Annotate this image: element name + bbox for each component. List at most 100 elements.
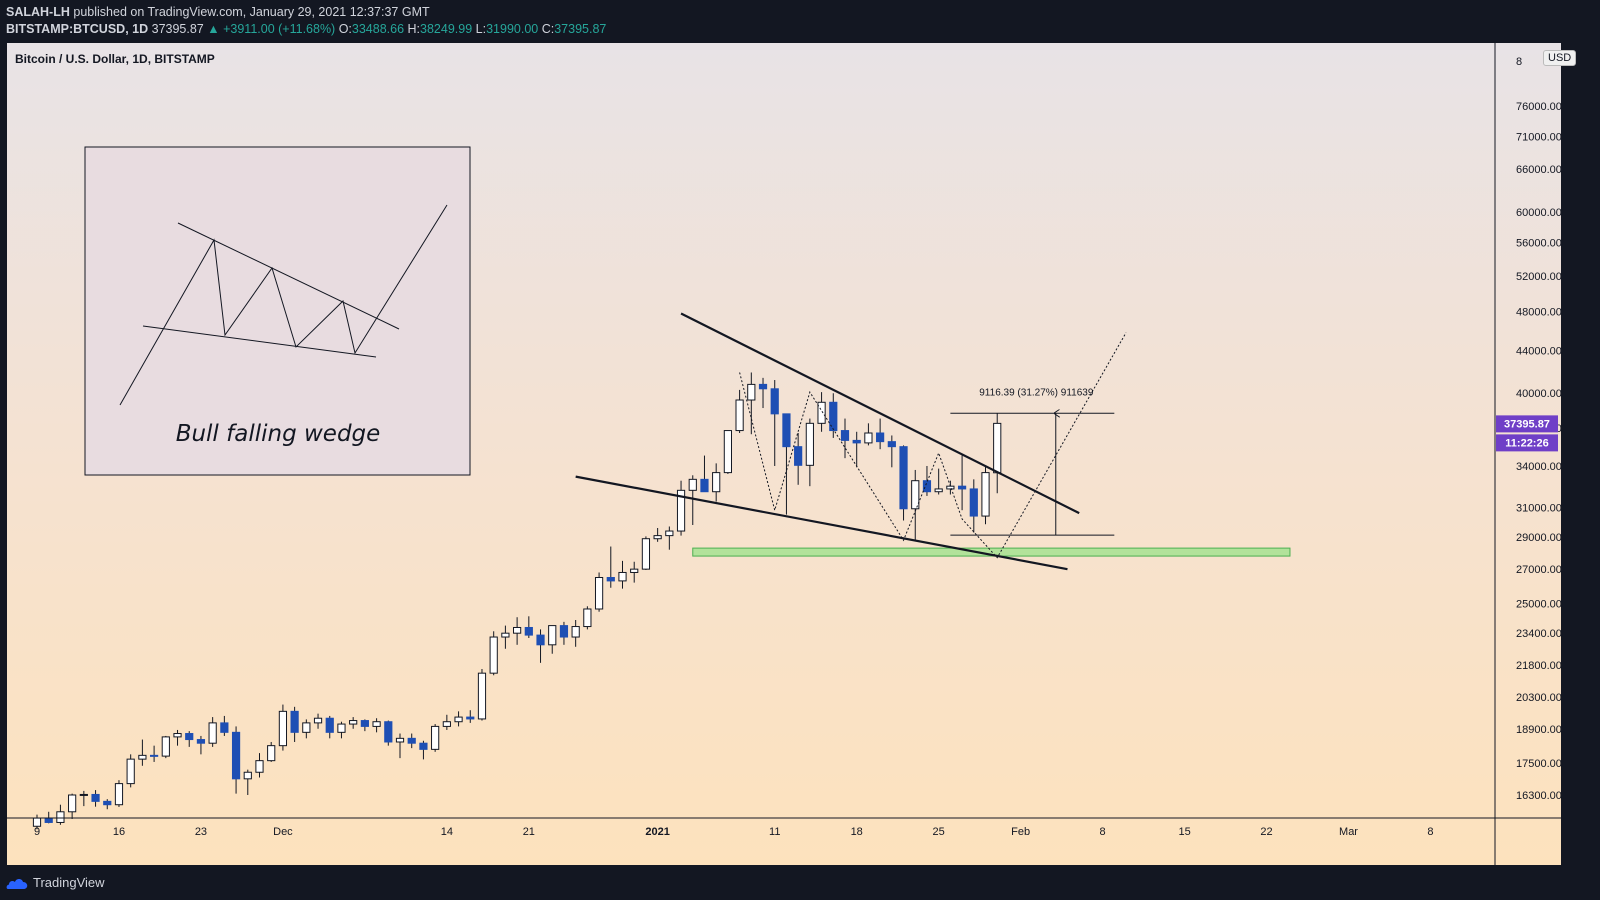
candle-body xyxy=(852,439,861,444)
candles-layer xyxy=(32,372,1002,830)
time-tick-label: 23 xyxy=(195,826,207,838)
footer: TradingView xyxy=(0,865,1600,900)
candle-body xyxy=(126,758,135,785)
price-tick-label: 48000.00 xyxy=(1516,307,1561,319)
wedge-lower-trendline xyxy=(575,475,1068,571)
low-value: 31990.00 xyxy=(486,22,539,36)
candle-body xyxy=(103,800,112,806)
countdown-badge xyxy=(1496,434,1558,452)
candle-body xyxy=(349,720,358,725)
inset-caption: Bull falling wedge xyxy=(176,421,381,447)
time-tick-label: 8 xyxy=(1427,826,1433,838)
candle-body xyxy=(840,430,850,441)
candle-body xyxy=(864,432,873,444)
chart-title: Bitcoin / U.S. Dollar, 1D, BITSTAMP xyxy=(15,52,215,66)
inset-box xyxy=(84,146,471,476)
candle-body xyxy=(360,720,369,727)
price-tick-label: 66000.00 xyxy=(1516,164,1561,176)
tradingview-logo[interactable]: TradingView xyxy=(6,875,105,890)
last-price-badge xyxy=(1496,415,1558,433)
countdown-label: 11:22:26 xyxy=(1505,437,1548,449)
open-label: O: xyxy=(338,22,352,36)
candle-body xyxy=(68,794,77,813)
candle-body xyxy=(630,568,639,573)
support-zone xyxy=(692,547,1291,557)
candle-body xyxy=(313,717,323,724)
low-label: L: xyxy=(475,22,487,36)
price-tick-label: 52000.00 xyxy=(1516,271,1561,283)
wedge-upper-trendline xyxy=(680,312,1080,515)
candle-body xyxy=(208,722,217,744)
candle-body xyxy=(641,538,651,570)
candle-body xyxy=(805,422,814,466)
candle-body xyxy=(665,530,674,537)
candle-body xyxy=(220,722,229,733)
candle-body xyxy=(91,793,100,802)
candle-body xyxy=(583,608,592,628)
time-tick-label: 9 xyxy=(34,826,40,838)
price-axis[interactable]: 16300.00 17500.00 18900.00 20300.00 21800.00… xyxy=(1496,56,1561,802)
measure-label: 9116.39 (31.27%) 911639 xyxy=(979,387,1094,398)
inset-upper-line xyxy=(177,222,400,330)
high-value: 38249.99 xyxy=(420,22,473,36)
candle-body xyxy=(524,626,533,636)
time-tick-label: 15 xyxy=(1178,826,1190,838)
candle-body xyxy=(407,737,416,744)
price-chart[interactable]: Bull falling wedge 9116.39 (31.27%) 9116… xyxy=(7,43,1561,865)
candle-body xyxy=(911,480,920,510)
price-tick-label: 34000.00 xyxy=(1516,461,1561,473)
price-tick-label: 60000.00 xyxy=(1516,207,1561,219)
price-tick-label: 25000.00 xyxy=(1516,599,1561,611)
time-tick-label: Dec xyxy=(273,826,293,838)
symbol-label: BITSTAMP:BTCUSD, 1D xyxy=(6,22,149,36)
candle-body xyxy=(161,736,170,757)
candle-body xyxy=(44,817,53,823)
candle-body xyxy=(922,480,932,493)
time-tick-label: 16 xyxy=(113,826,125,838)
candle-body xyxy=(501,632,510,638)
ohlc-line: BITSTAMP:BTCUSD, 1D 37395.87 ▲ +3911.00 … xyxy=(6,22,606,36)
candle-body xyxy=(594,577,604,610)
candle-body xyxy=(829,401,838,432)
candle-body xyxy=(278,710,288,747)
time-tick-label: 8 xyxy=(1100,826,1106,838)
price-tick-label: 56000.00 xyxy=(1516,238,1561,250)
candle-body xyxy=(794,446,803,466)
candle-body xyxy=(981,472,990,517)
price-tick-label: 40000.00 xyxy=(1516,388,1561,400)
time-axis[interactable]: 9 16 23 Dec 14 21 2021 11 18 25 Feb 8 15 22 Mar 8 xyxy=(34,826,1434,838)
drawings-layer: 9116.39 (31.27%) 911639 xyxy=(575,312,1291,571)
open-value: 33488.66 xyxy=(351,22,405,36)
publisher-line: SALAH-LH published on TradingView.com, J… xyxy=(6,5,430,19)
candle-body xyxy=(114,783,124,806)
candle-body xyxy=(723,430,732,474)
price-tick-label: 20300.00 xyxy=(1516,692,1561,704)
wedge-inset: Bull falling wedge xyxy=(84,146,471,476)
candle-body xyxy=(395,737,405,743)
candle-body xyxy=(173,733,182,738)
close-label: C: xyxy=(541,22,555,36)
publish-header: SALAH-LH published on TradingView.com, J… xyxy=(0,0,1600,43)
time-tick-label: 21 xyxy=(523,826,535,838)
time-tick-label: Mar xyxy=(1339,826,1358,838)
candle-body xyxy=(477,672,487,720)
candle-body xyxy=(934,488,943,493)
candle-body xyxy=(618,571,627,582)
candle-body xyxy=(419,742,428,750)
candle-body xyxy=(887,441,896,448)
candle-body xyxy=(196,739,206,744)
publisher-name[interactable]: SALAH-LH xyxy=(6,5,70,19)
candle-body xyxy=(442,721,451,727)
high-label: H: xyxy=(407,22,421,36)
candle-body xyxy=(243,771,252,780)
candle-body xyxy=(747,383,756,401)
candle-body xyxy=(676,489,686,532)
price-tick-label: 21800.00 xyxy=(1516,660,1561,672)
inset-price-path xyxy=(119,204,448,406)
candle-body xyxy=(817,401,826,424)
currency-badge[interactable]: USD xyxy=(1543,50,1577,66)
published-text: published on TradingView.com, January 29… xyxy=(73,5,430,19)
time-tick-label: 14 xyxy=(441,826,453,838)
candle-body xyxy=(969,488,978,517)
candle-body xyxy=(536,634,545,646)
